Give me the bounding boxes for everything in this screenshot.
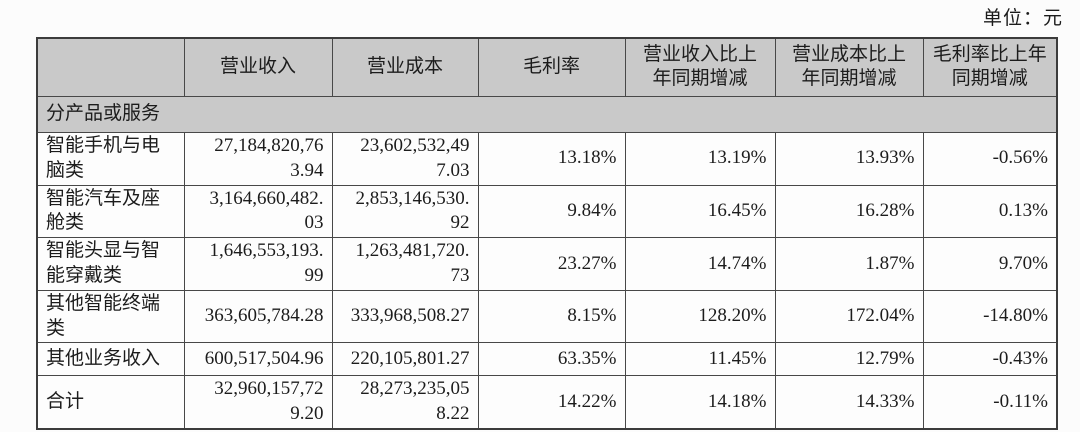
row-label: 其他业务收入: [36, 342, 185, 377]
revenue-cell: 1,646,553,193.99: [183, 236, 333, 291]
gross-margin-cell: 63.35%: [477, 342, 626, 377]
unit-label: 单位：元: [982, 8, 1063, 29]
revenue-yoy-cell: 16.45%: [624, 184, 776, 238]
cost-yoy-cell: 13.93%: [774, 131, 924, 186]
gross-margin-cell: 14.22%: [477, 375, 626, 430]
cost-cell: 220,105,801.27: [331, 342, 479, 377]
revenue-yoy-cell: 11.45%: [624, 342, 776, 377]
cost-yoy-cell: 16.28%: [774, 184, 924, 238]
revenue-cell: 600,517,504.96: [183, 342, 333, 377]
gross-margin-yoy-cell: 0.13%: [922, 184, 1058, 238]
table-row: 智能手机与电脑类 27,184,820,763.94 23,602,532,49…: [36, 131, 1058, 186]
gross-margin-yoy-cell: -14.80%: [922, 289, 1058, 344]
table-row: 其他业务收入 600,517,504.96 220,105,801.27 63.…: [36, 342, 1058, 377]
cost-cell: 333,968,508.27: [331, 289, 479, 344]
header-cost-yoy: 营业成本比上年同期增减: [774, 37, 924, 97]
cost-cell: 1,263,481,720.73: [331, 236, 479, 291]
header-cost: 营业成本: [331, 37, 479, 97]
row-label: 智能汽车及座舱类: [36, 184, 185, 238]
cost-cell: 28,273,235,058.22: [331, 375, 479, 430]
row-label: 智能头显与智能穿戴类: [36, 236, 185, 291]
revenue-by-product-table: 营业收入 营业成本 毛利率 营业收入比上年同期增减 营业成本比上年同期增减 毛利…: [36, 37, 1058, 430]
cost-yoy-cell: 172.04%: [774, 289, 924, 344]
revenue-cell: 32,960,157,729.20: [183, 375, 333, 430]
row-label: 智能手机与电脑类: [36, 131, 185, 186]
revenue-yoy-cell: 14.18%: [624, 375, 776, 430]
gross-margin-yoy-cell: 9.70%: [922, 236, 1058, 291]
table-row: 智能汽车及座舱类 3,164,660,482.03 2,853,146,530.…: [36, 184, 1058, 238]
gross-margin-cell: 9.84%: [477, 184, 626, 238]
gross-margin-yoy-cell: -0.43%: [922, 342, 1058, 377]
header-gross-margin-yoy: 毛利率比上年同期增减: [922, 37, 1058, 97]
header-blank: [36, 37, 185, 97]
revenue-yoy-cell: 128.20%: [624, 289, 776, 344]
cost-cell: 23,602,532,497.03: [331, 131, 479, 186]
header-gross-margin: 毛利率: [477, 37, 626, 97]
revenue-yoy-cell: 14.74%: [624, 236, 776, 291]
revenue-cell: 27,184,820,763.94: [183, 131, 333, 186]
revenue-cell: 3,164,660,482.03: [183, 184, 333, 238]
header-revenue-yoy: 营业收入比上年同期增减: [624, 37, 776, 97]
cost-yoy-cell: 1.87%: [774, 236, 924, 291]
gross-margin-yoy-cell: -0.56%: [922, 131, 1058, 186]
revenue-cell: 363,605,784.28: [183, 289, 333, 344]
table-header-row: 营业收入 营业成本 毛利率 营业收入比上年同期增减 营业成本比上年同期增减 毛利…: [36, 37, 1058, 97]
header-revenue: 营业收入: [183, 37, 333, 97]
table-row: 智能头显与智能穿戴类 1,646,553,193.99 1,263,481,72…: [36, 236, 1058, 291]
row-label: 其他智能终端类: [36, 289, 185, 344]
section-header-row: 分产品或服务: [36, 95, 1058, 133]
cost-cell: 2,853,146,530.92: [331, 184, 479, 238]
gross-margin-cell: 23.27%: [477, 236, 626, 291]
cost-yoy-cell: 14.33%: [774, 375, 924, 430]
gross-margin-yoy-cell: -0.11%: [922, 375, 1058, 430]
cost-yoy-cell: 12.79%: [774, 342, 924, 377]
gross-margin-cell: 13.18%: [477, 131, 626, 186]
section-header: 分产品或服务: [36, 95, 1058, 133]
row-label: 合计: [36, 375, 185, 430]
total-row: 合计 32,960,157,729.20 28,273,235,058.22 1…: [36, 375, 1058, 430]
table-row: 其他智能终端类 363,605,784.28 333,968,508.27 8.…: [36, 289, 1058, 344]
gross-margin-cell: 8.15%: [477, 289, 626, 344]
revenue-yoy-cell: 13.19%: [624, 131, 776, 186]
